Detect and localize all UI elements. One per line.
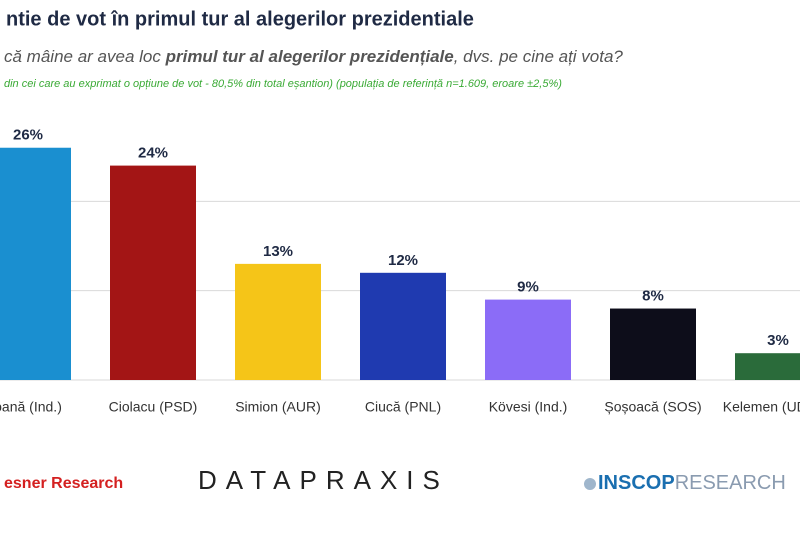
footer-logo: esner Research xyxy=(4,475,123,492)
bar xyxy=(110,165,196,380)
value-label: 26% xyxy=(13,127,43,144)
value-label: 8% xyxy=(642,288,664,305)
value-label: 12% xyxy=(388,252,418,269)
bar xyxy=(485,299,571,380)
x-tick-label: oană (Ind.) xyxy=(0,399,62,415)
x-tick-label: Șoșoacă (SOS) xyxy=(604,399,701,415)
bar xyxy=(610,308,696,380)
footer-logo-light: RESEARCH xyxy=(675,472,786,494)
chart-title: ntie de vot în primul tur al alegerilor … xyxy=(6,8,474,30)
bar xyxy=(235,263,321,380)
x-tick-label: Kelemen (UDMR) xyxy=(723,399,800,415)
value-label: 3% xyxy=(767,332,789,349)
note: din cei care au exprimat o opțiune de vo… xyxy=(4,78,562,90)
bar xyxy=(360,272,446,380)
x-tick-label: Ciucă (PNL) xyxy=(365,399,441,415)
question-part: că mâine ar avea loc xyxy=(4,47,166,66)
value-label: 24% xyxy=(138,145,168,162)
footer-logo: INSCOPRESEARCH xyxy=(598,472,786,494)
x-tick-label: Simion (AUR) xyxy=(235,399,321,415)
footer-logo: DATAPRAXIS xyxy=(198,465,449,495)
x-tick-label: Ciolacu (PSD) xyxy=(109,399,198,415)
question-part: primul tur al alegerilor prezidențiale xyxy=(165,47,454,66)
x-tick-label: Kövesi (Ind.) xyxy=(489,399,568,415)
bar xyxy=(735,353,800,380)
value-label: 9% xyxy=(517,279,539,296)
bar xyxy=(0,147,71,380)
question: că mâine ar avea loc primul tur al alege… xyxy=(4,47,623,66)
question-part: , dvs. pe cine ați vota? xyxy=(454,47,624,66)
footer-logo-bold: INSCOP xyxy=(598,472,675,494)
value-label: 13% xyxy=(263,243,293,260)
logo-icon xyxy=(584,478,596,490)
